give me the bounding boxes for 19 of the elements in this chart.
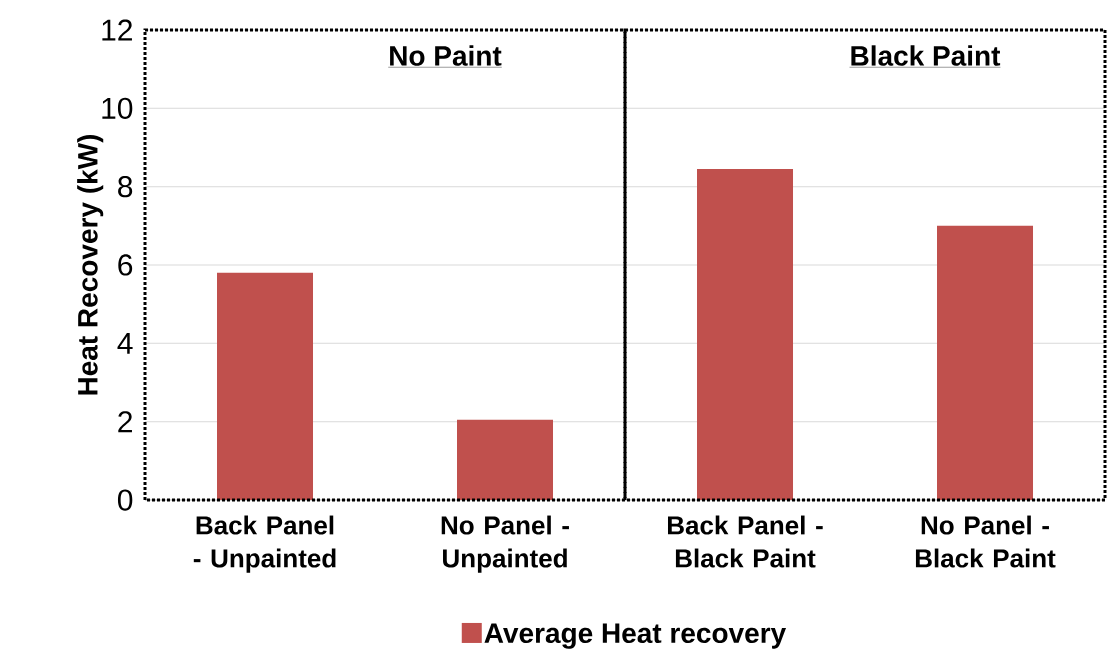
y-tick-label: 0: [117, 489, 133, 511]
y-axis-title: Heat Recovery (kW): [77, 134, 104, 395]
bar: [697, 169, 794, 500]
y-tick-label: 2: [118, 411, 132, 433]
y-tick-label: 12: [102, 19, 132, 41]
annotation: No Paint: [390, 45, 502, 66]
y-tick-label: 4: [117, 333, 133, 354]
y-tick-label: 10: [102, 97, 133, 119]
x-tick-label: Back Panel - Black Paint: [667, 515, 823, 568]
y-tick-label: 6: [118, 254, 133, 276]
bar: [937, 225, 1034, 500]
x-tick-label: No Panel - Unpainted: [441, 515, 569, 573]
x-tick-label: Back Panel - Unpainted: [193, 515, 336, 573]
x-tick-label: No Panel - Black Paint: [915, 515, 1056, 568]
legend-label: Average Heat recovery: [484, 623, 787, 649]
annotation: Black Paint: [851, 45, 1001, 66]
bar: [217, 272, 314, 500]
y-tick-label: 8: [118, 176, 133, 198]
bar: [457, 419, 554, 500]
